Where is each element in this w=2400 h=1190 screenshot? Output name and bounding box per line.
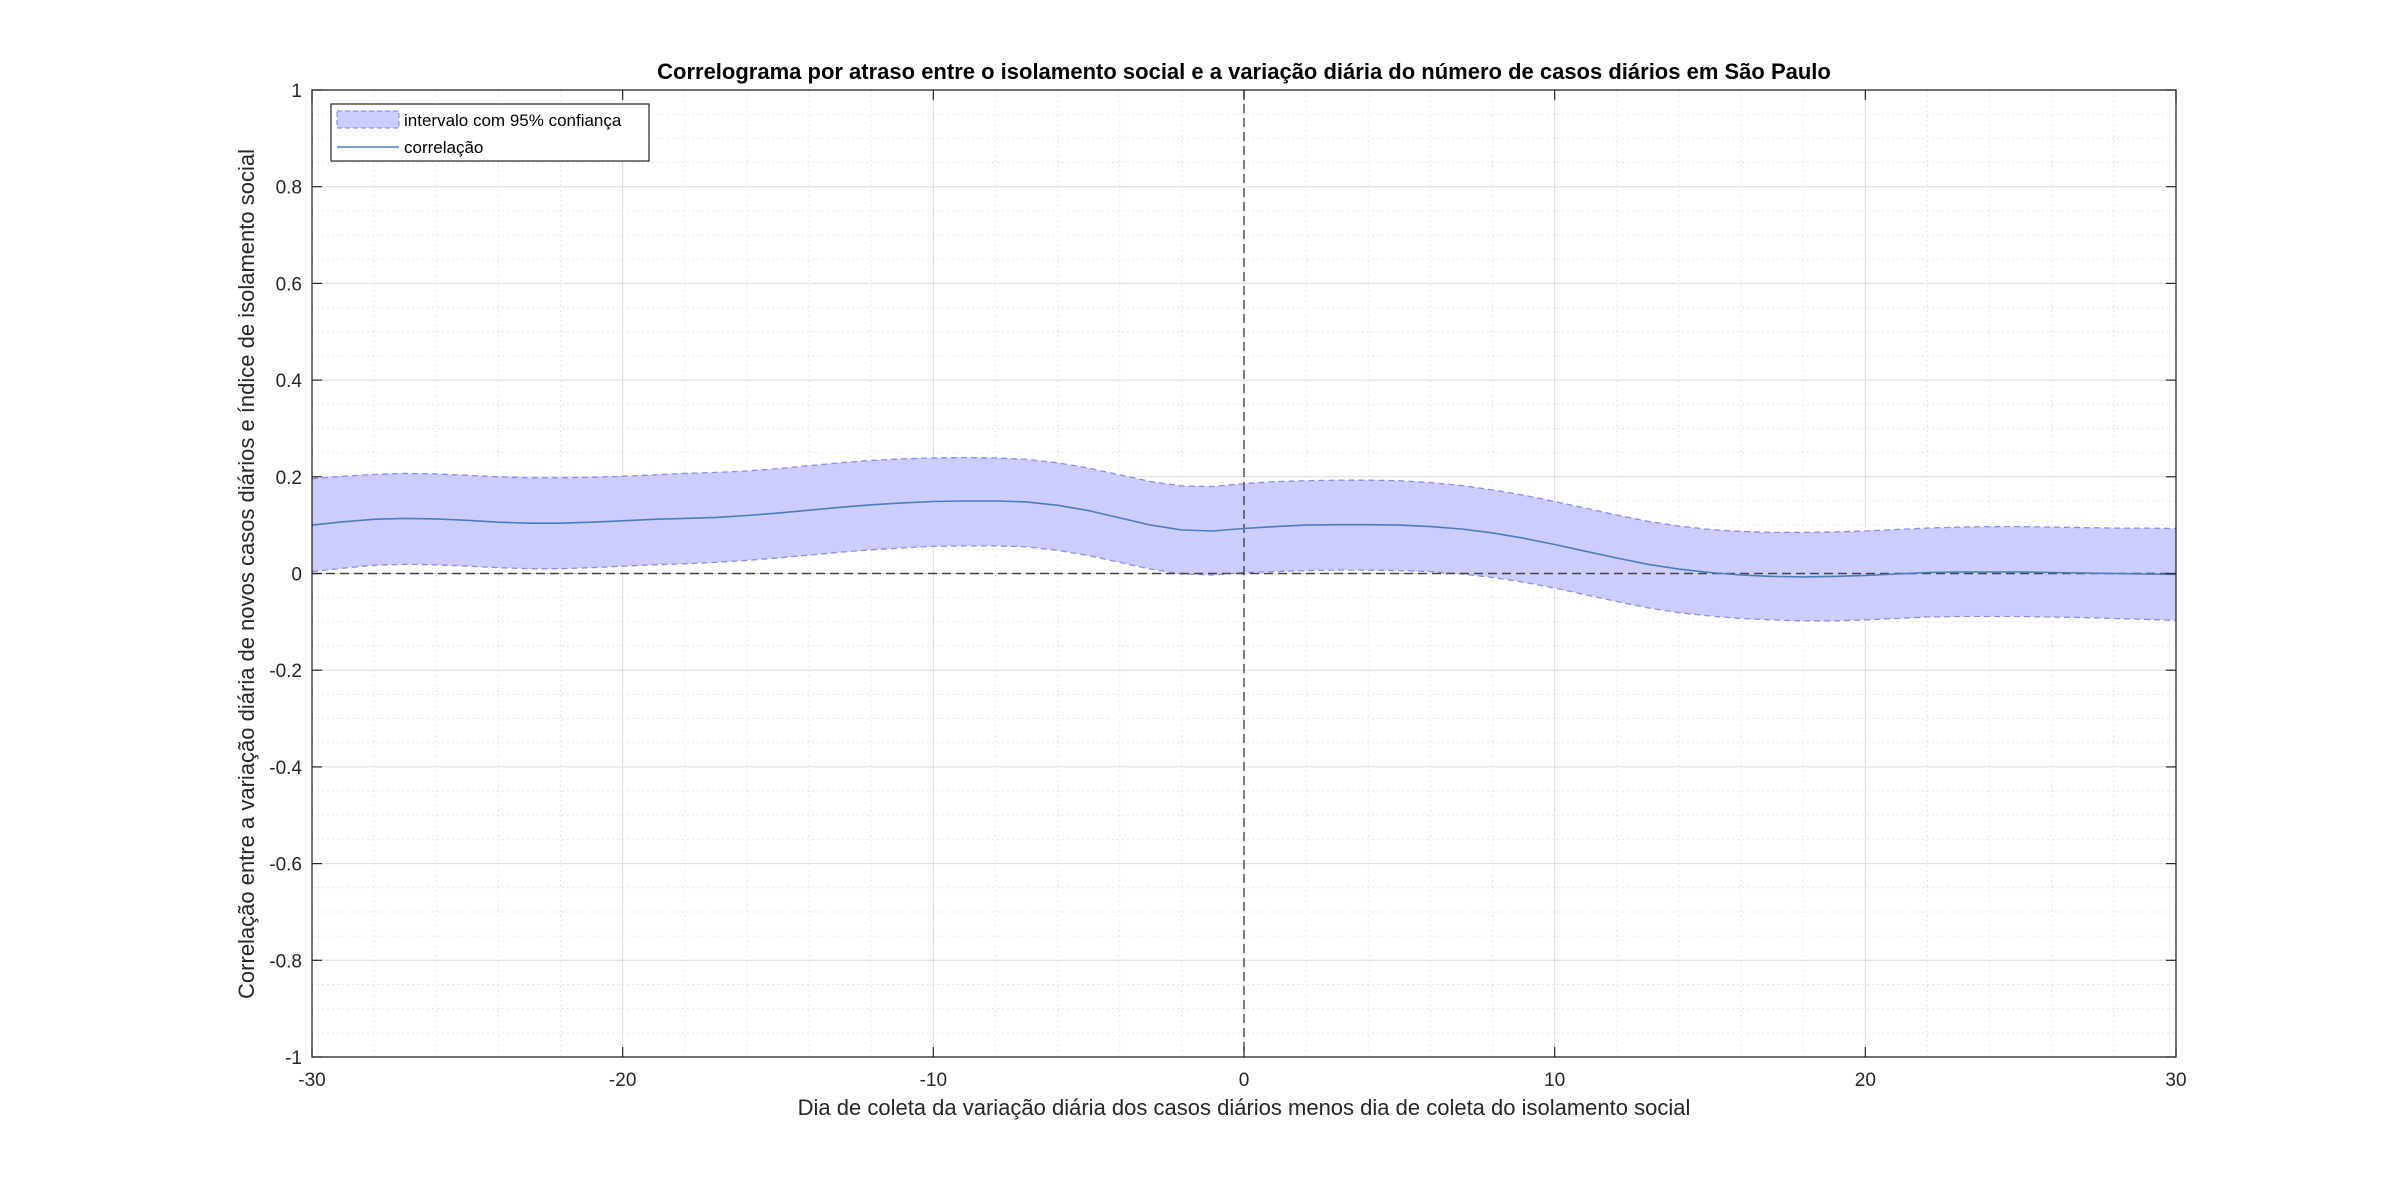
y-tick-label: 0.4 <box>276 371 303 392</box>
reference-lines <box>312 90 2176 1057</box>
y-tick-label: -1 <box>285 1048 302 1069</box>
x-tick-label: -10 <box>920 1070 947 1091</box>
legend-band-label: intervalo com 95% confiança <box>404 111 622 130</box>
y-tick-label: -0.6 <box>269 855 302 876</box>
y-axis-label: Correlação entre a variação diária de no… <box>234 149 259 999</box>
y-tick-label: 0.2 <box>276 468 302 489</box>
x-tick-label: -20 <box>609 1070 636 1091</box>
y-tick-label: -0.2 <box>269 661 302 682</box>
y-tick-label: 0.8 <box>276 178 302 199</box>
y-tick-label: -0.8 <box>269 951 302 972</box>
legend: intervalo com 95% confiança correlação <box>330 103 650 162</box>
x-tick-label: 10 <box>1544 1070 1565 1091</box>
correlation-line <box>311 500 2177 578</box>
x-tick-label: -30 <box>298 1070 325 1091</box>
axis-ticks <box>311 89 2177 1058</box>
legend-band-swatch <box>336 110 400 129</box>
legend-line-label: correlação <box>404 138 483 157</box>
y-tick-label: 0.6 <box>276 274 302 295</box>
x-tick-label: 20 <box>1855 1070 1876 1091</box>
x-tick-labels: -30 -20 -10 0 10 20 30 <box>298 1070 2186 1091</box>
correlation-line-layer <box>311 500 2177 578</box>
y-tick-label: 0 <box>291 565 302 586</box>
chart-title: Correlograma por atraso entre o isolamen… <box>657 59 1831 84</box>
x-tick-label: 30 <box>2165 1070 2186 1091</box>
x-tick-label: 0 <box>1239 1070 1250 1091</box>
y-tick-labels: -1 -0.8 -0.6 -0.4 -0.2 0 0.2 0.4 0.6 0.8 1 <box>269 81 302 1069</box>
y-tick-label: -0.4 <box>269 758 302 779</box>
y-tick-label: 1 <box>291 81 302 102</box>
x-axis-label: Dia de coleta da variação diária dos cas… <box>798 1095 1691 1120</box>
